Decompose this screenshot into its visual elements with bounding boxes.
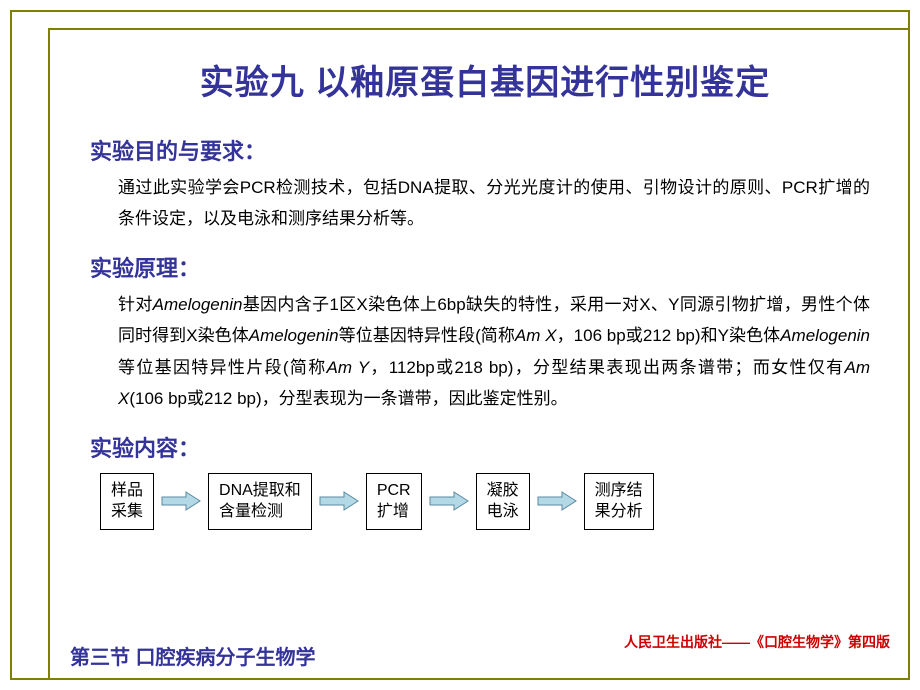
- arrow-icon: [318, 490, 360, 512]
- flow-box-1: 样品 采集: [100, 473, 154, 530]
- slide-title: 实验九 以釉原蛋白基因进行性别鉴定: [90, 55, 880, 104]
- principle-heading: 实验原理：: [90, 251, 880, 283]
- flow-diagram: 样品 采集 DNA提取和 含量检测 PCR 扩增 凝胶 电泳 测序结 果分析: [100, 473, 880, 530]
- flow-box-5: 测序结 果分析: [584, 473, 654, 530]
- content-heading: 实验内容：: [90, 431, 880, 463]
- arrow-icon: [160, 490, 202, 512]
- footer-right: 人民卫生出版社——《口腔生物学》第四版: [624, 632, 890, 652]
- flow-box-4: 凝胶 电泳: [476, 473, 530, 530]
- flow-box-3: PCR 扩增: [366, 473, 422, 530]
- arrow-icon: [536, 490, 578, 512]
- purpose-heading: 实验目的与要求：: [90, 134, 880, 166]
- footer-left: 第三节 口腔疾病分子生物学: [70, 641, 316, 670]
- purpose-body: 通过此实验学会PCR检测技术，包括DNA提取、分光光度计的使用、引物设计的原则、…: [118, 172, 870, 235]
- slide-content: 实验九 以釉原蛋白基因进行性别鉴定 实验目的与要求： 通过此实验学会PCR检测技…: [90, 55, 880, 530]
- flow-box-2: DNA提取和 含量检测: [208, 473, 312, 530]
- arrow-icon: [428, 490, 470, 512]
- principle-body: 针对Amelogenin基因内含子1区X染色体上6bp缺失的特性，采用一对X、Y…: [118, 289, 870, 415]
